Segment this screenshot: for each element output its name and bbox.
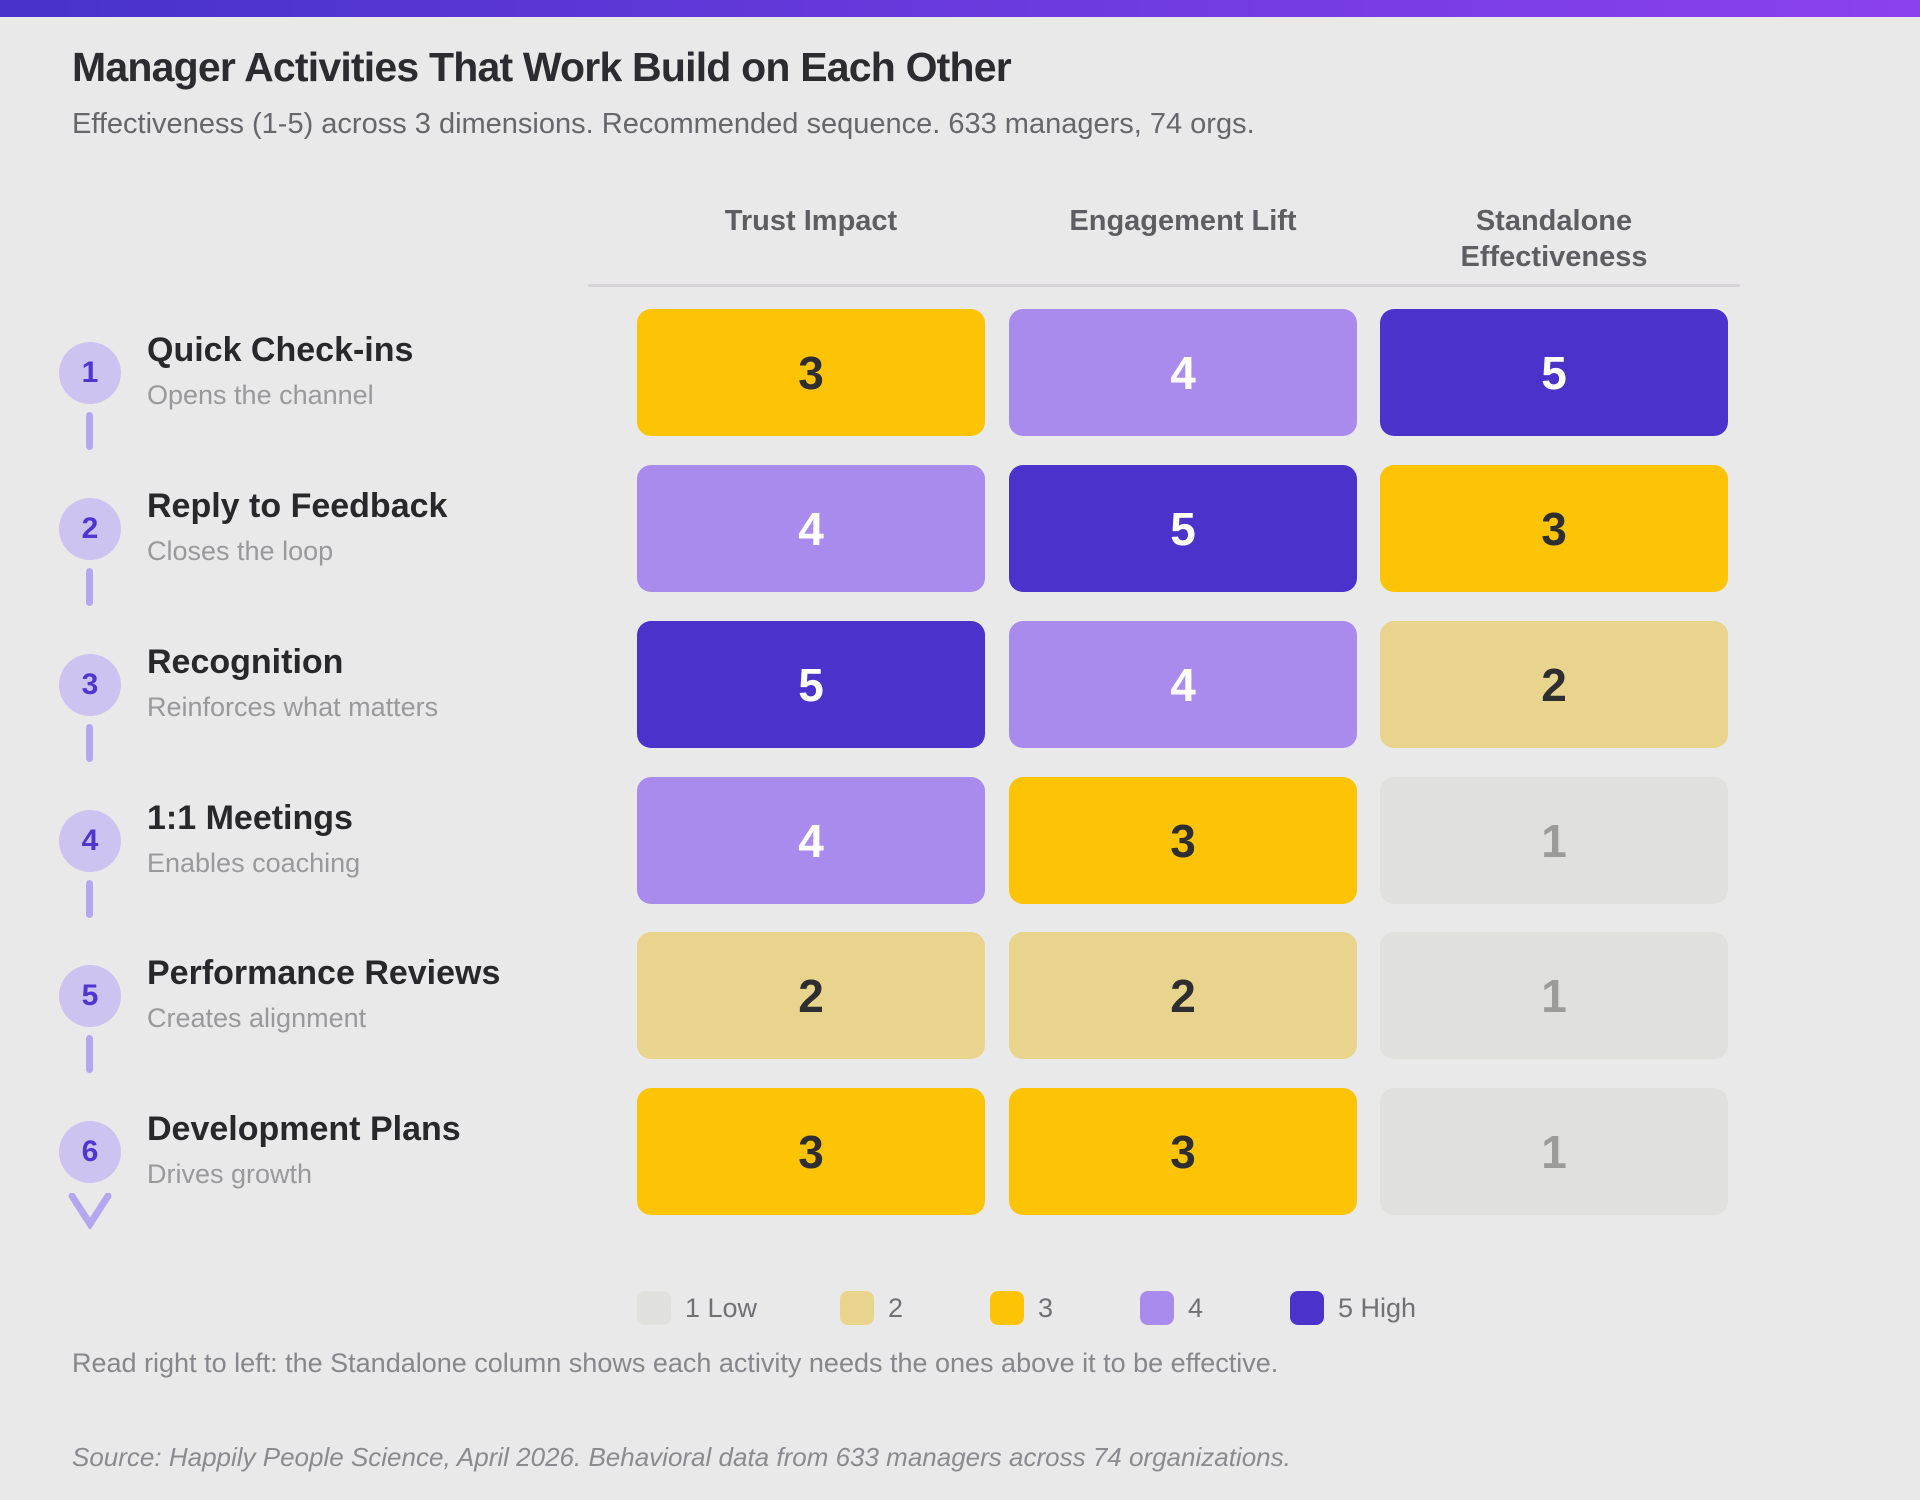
activity-description: Creates alignment	[147, 1003, 367, 1033]
matrix-cell-r6-c1: 3	[637, 1088, 985, 1215]
legend-swatch-3	[990, 1291, 1024, 1325]
legend-swatch-4	[1140, 1291, 1174, 1325]
legend-label: 3	[1038, 1292, 1054, 1323]
sequence-connector	[86, 1035, 93, 1073]
sequence-connector	[86, 724, 93, 762]
legend-item-5: 5 High	[1290, 1291, 1416, 1325]
legend-label: 5 High	[1338, 1292, 1417, 1323]
matrix-cell-r1-c2: 4	[1009, 309, 1357, 436]
step-badge-5: 5	[59, 965, 121, 1027]
activity-label: Recognition	[147, 643, 344, 681]
legend-label: 4	[1188, 1292, 1204, 1323]
page-subtitle: Effectiveness (1-5) across 3 dimensions.…	[72, 108, 1255, 140]
legend-item-1: 1 Low	[637, 1291, 757, 1325]
activity-label: Performance Reviews	[147, 954, 501, 992]
activity-description: Enables coaching	[147, 848, 361, 878]
activity-label: Reply to Feedback	[147, 487, 448, 525]
column-header-engagement-lift: Engagement Lift	[1069, 205, 1297, 237]
matrix-cell-r3-c2: 4	[1009, 621, 1357, 748]
legend-swatch-2	[840, 1291, 874, 1325]
step-badge-1: 1	[59, 342, 121, 404]
column-header-trust-impact: Trust Impact	[724, 205, 898, 237]
matrix-cell-r5-c3: 1	[1380, 932, 1728, 1059]
step-badge-6: 6	[59, 1121, 121, 1183]
activity-description: Reinforces what matters	[147, 692, 439, 722]
legend-swatch-5	[1290, 1291, 1324, 1325]
sequence-connector	[86, 568, 93, 606]
matrix-cell-r4-c3: 1	[1380, 777, 1728, 904]
activity-description: Closes the loop	[147, 536, 334, 566]
matrix-cell-r5-c2: 2	[1009, 932, 1357, 1059]
step-badge-4: 4	[59, 810, 121, 872]
matrix-cell-r6-c3: 1	[1380, 1088, 1728, 1215]
activity-label: Quick Check-ins	[147, 331, 414, 369]
sequence-connector	[86, 880, 93, 918]
legend-swatch-1	[637, 1291, 671, 1325]
reading-note: Read right to left: the Standalone colum…	[72, 1348, 1279, 1378]
matrix-cell-r2-c2: 5	[1009, 465, 1357, 592]
chevron-down-icon	[68, 1192, 112, 1234]
step-badge-2: 2	[59, 498, 121, 560]
matrix-cell-r1-c3: 5	[1380, 309, 1728, 436]
matrix-cell-r3-c3: 2	[1380, 621, 1728, 748]
header-divider	[588, 284, 1740, 287]
top-accent-bar	[0, 0, 1920, 17]
source-line: Source: Happily People Science, April 20…	[72, 1442, 1291, 1472]
step-badge-3: 3	[59, 654, 121, 716]
matrix-cell-r6-c2: 3	[1009, 1088, 1357, 1215]
sequence-connector	[86, 412, 93, 450]
matrix-cell-r3-c1: 5	[637, 621, 985, 748]
column-header-standalone-effectiveness: Standalone Effectiveness	[1460, 205, 1648, 273]
matrix-cell-r2-c3: 3	[1380, 465, 1728, 592]
legend-label: 1 Low	[685, 1292, 758, 1323]
matrix-cell-r5-c1: 2	[637, 932, 985, 1059]
matrix-cell-r4-c1: 4	[637, 777, 985, 904]
page-title: Manager Activities That Work Build on Ea…	[72, 44, 1012, 90]
activity-label: Development Plans	[147, 1110, 461, 1148]
legend-item-3: 3	[990, 1291, 1053, 1325]
activity-description: Drives growth	[147, 1159, 313, 1189]
matrix-cell-r2-c1: 4	[637, 465, 985, 592]
activity-description: Opens the channel	[147, 380, 374, 410]
legend-item-2: 2	[840, 1291, 903, 1325]
legend-label: 2	[888, 1292, 904, 1323]
matrix-cell-r1-c1: 3	[637, 309, 985, 436]
legend-item-4: 4	[1140, 1291, 1203, 1325]
matrix-cell-r4-c2: 3	[1009, 777, 1357, 904]
activity-label: 1:1 Meetings	[147, 799, 353, 837]
